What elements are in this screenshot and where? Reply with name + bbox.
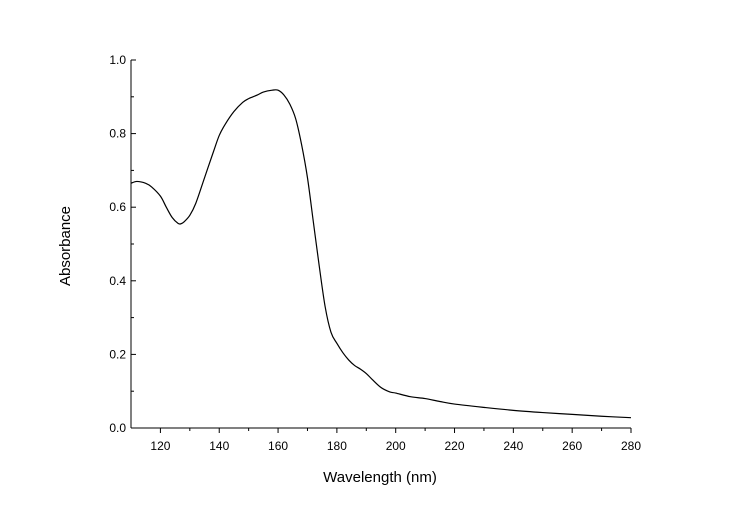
x-axis-ticks: 120 140 160 180 200 220 240 260 280 — [150, 428, 641, 453]
y-tick-label: 0.4 — [109, 274, 126, 288]
y-tick-label: 0.6 — [109, 200, 126, 214]
y-axis-label: Absorbance — [57, 206, 74, 286]
x-tick-label: 240 — [503, 439, 523, 453]
x-tick-label: 160 — [268, 439, 288, 453]
axes — [130, 60, 631, 429]
y-axis-ticks: 0.0 0.2 0.4 0.6 0.8 1.0 — [109, 53, 136, 435]
y-tick-label: 0.2 — [109, 347, 126, 361]
x-tick-label: 260 — [562, 439, 582, 453]
y-tick-label: 0.8 — [109, 127, 126, 141]
x-tick-label: 220 — [445, 439, 465, 453]
plot-area — [130, 89, 632, 419]
absorbance-series-line — [130, 89, 632, 419]
y-tick-label: 0.0 — [109, 421, 126, 435]
x-tick-label: 120 — [150, 439, 170, 453]
x-tick-label: 200 — [386, 439, 406, 453]
x-tick-label: 180 — [327, 439, 347, 453]
y-tick-label: 1.0 — [109, 53, 126, 67]
x-axis-label: Wavelength (nm) — [323, 469, 437, 486]
x-tick-label: 140 — [209, 439, 229, 453]
x-tick-label: 280 — [621, 439, 641, 453]
